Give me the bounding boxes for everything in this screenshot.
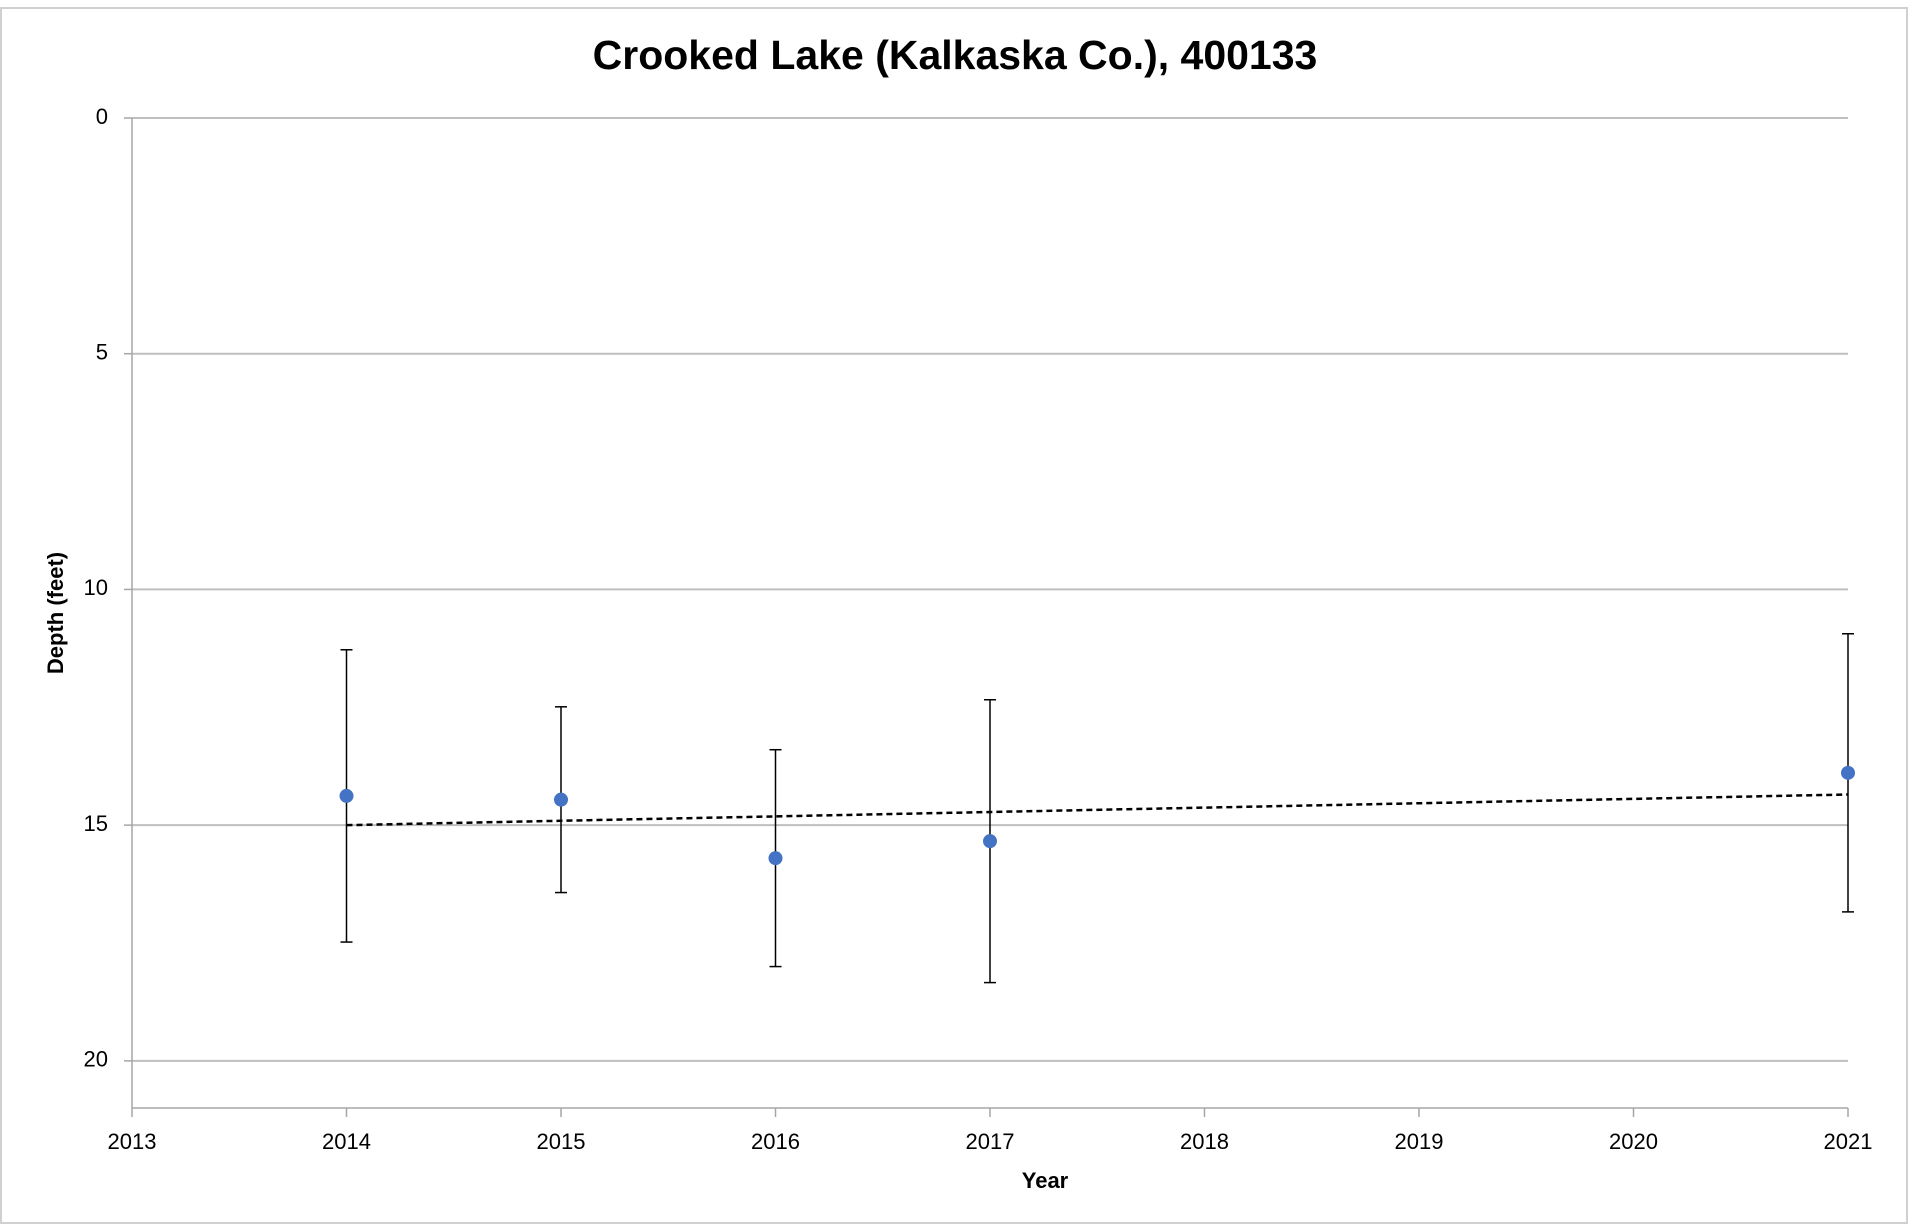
y-axis-label: Depth (feet)	[43, 552, 68, 674]
trendline	[346, 793, 1849, 827]
x-tick-label: 2020	[1609, 1129, 1658, 1154]
y-tick-label: 20	[84, 1047, 108, 1072]
chart-border	[0, 7, 1908, 1224]
point	[983, 834, 997, 849]
y-tick-label: 0	[96, 104, 108, 129]
x-tick-label: 2015	[537, 1129, 586, 1154]
y-tick-label: 5	[96, 340, 108, 365]
point	[768, 851, 783, 866]
y-tick-label: 10	[84, 575, 108, 600]
x-tick-label: 2021	[1824, 1129, 1873, 1154]
x-tick-label: 2019	[1395, 1129, 1444, 1154]
point	[339, 788, 354, 803]
x-tick-label: 2016	[751, 1129, 800, 1154]
point	[554, 792, 568, 807]
x-axis-label: Year	[1022, 1168, 1069, 1193]
x-tick-label: 2018	[1180, 1129, 1229, 1154]
chart-title: Crooked Lake (Kalkaska Co.), 400133	[593, 32, 1318, 78]
x-tick-label: 2017	[966, 1129, 1015, 1154]
point	[1841, 765, 1855, 780]
x-tick-label: 2013	[108, 1129, 157, 1154]
x-tick-label: 2014	[322, 1129, 371, 1154]
y-tick-label: 15	[84, 811, 108, 836]
